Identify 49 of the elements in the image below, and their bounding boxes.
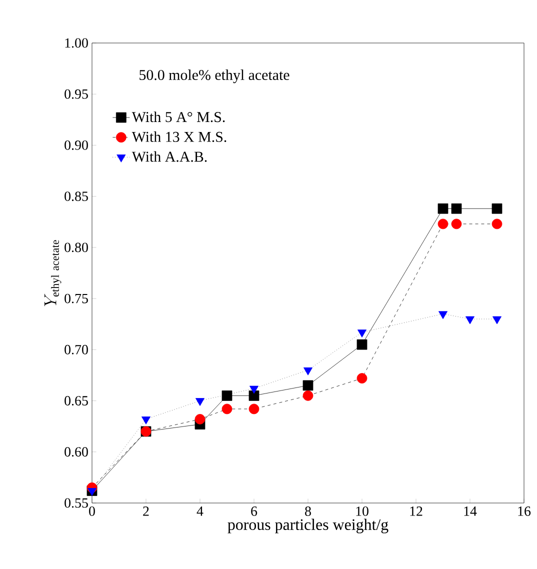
y-axis-title: $Y_{\mathrm{ethyl\ acetate}}$ [44, 240, 62, 306]
point [356, 339, 368, 350]
point [87, 488, 97, 496]
x-tick-label: 8 [305, 506, 311, 516]
x-tick-label: 2 [143, 506, 149, 516]
x-tick-label: 6 [251, 506, 258, 516]
y-tick-label: 0.55 [64, 498, 88, 508]
y-tick-label: 0.60 [64, 447, 88, 457]
point [451, 203, 462, 214]
point [438, 218, 448, 230]
point [492, 203, 502, 214]
point [194, 414, 206, 424]
legend-label: With A.A.B. [132, 151, 207, 162]
point [451, 218, 462, 230]
annotation: 50.0 mole% ethyl acetate [140, 70, 290, 84]
point [141, 416, 151, 424]
point [249, 386, 259, 394]
point [222, 390, 232, 401]
y-tick-label: 1.00 [65, 38, 88, 48]
point [492, 316, 502, 324]
legend-label: With 13 X M.S. [132, 131, 226, 142]
point [222, 404, 232, 414]
y-tick-label: 0.65 [64, 396, 88, 406]
x-tick-label: 10 [356, 506, 368, 516]
point [438, 311, 448, 320]
point [303, 367, 313, 376]
point [357, 330, 367, 338]
y-tick-label: 0.90 [64, 140, 88, 150]
point [195, 398, 205, 406]
y-tick-label: 0.80 [64, 242, 88, 252]
y-tick-label: 0.85 [64, 192, 88, 202]
point [302, 390, 314, 401]
x-tick-label: 4 [196, 506, 204, 516]
x-tick-label: 16 [518, 506, 531, 516]
y-tick-label: 0.70 [64, 344, 88, 354]
point [302, 380, 314, 391]
x-tick-label: 14 [464, 506, 477, 516]
point [248, 390, 260, 401]
y-tick-label: 0.95 [64, 89, 88, 99]
x-tick-label: 12 [410, 506, 422, 516]
legend-label: With 5 A° M.S. [132, 112, 225, 122]
point [248, 404, 260, 414]
x-tick-label: 0 [89, 506, 95, 516]
point [356, 373, 368, 384]
point [438, 203, 448, 214]
point [492, 218, 502, 230]
y-tick-label: 0.75 [64, 294, 88, 304]
point [465, 316, 475, 324]
x-axis-title: porous particles weight/g [228, 518, 388, 534]
